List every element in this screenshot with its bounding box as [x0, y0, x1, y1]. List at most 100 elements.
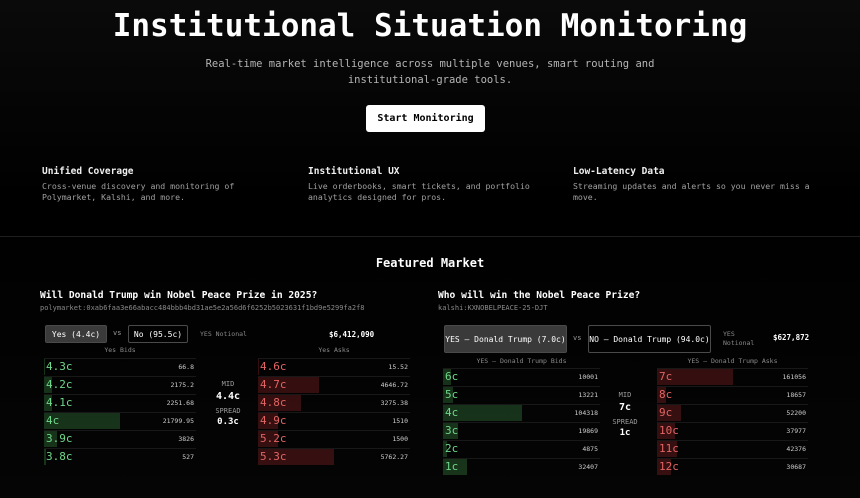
yes-toggle[interactable]: Yes (4.4c): [45, 325, 107, 343]
row-divider: [657, 458, 808, 459]
order-size: 104318: [574, 409, 598, 417]
feature-title: Low-Latency Data: [573, 166, 665, 177]
order-price: 4.6c: [260, 360, 287, 373]
order-price: 3.8c: [46, 450, 73, 463]
order-size: 52200: [786, 409, 806, 417]
order-size: 21799.95: [162, 417, 194, 425]
depth-bar: [443, 369, 451, 385]
order-size: 1510: [392, 417, 408, 425]
featured-heading: Featured Market: [375, 256, 485, 270]
depth-bar: [443, 423, 458, 439]
order-size: 19869: [578, 427, 598, 435]
row-divider: [258, 448, 410, 449]
row-divider: [443, 458, 600, 459]
order-price: 8c: [659, 388, 673, 401]
order-price: 7c: [659, 370, 673, 383]
depth-bar: [657, 369, 733, 385]
hero-subtitle: Real-time market intelligence across mul…: [205, 58, 655, 86]
order-price: 4.8c: [260, 396, 287, 409]
mid-value: 4.4c: [215, 391, 241, 402]
order-price: 9c: [659, 406, 673, 419]
row-divider: [657, 404, 808, 405]
feature-text: Cross-venue discovery and monitoring of …: [42, 181, 235, 202]
feature-text: Streaming updates and alerts so you neve…: [573, 181, 810, 202]
order-price: 6c: [445, 370, 459, 383]
row-divider: [44, 448, 196, 449]
spread-label: SPREAD: [612, 418, 638, 426]
order-size: 5762.27: [380, 453, 408, 461]
order-price: 4.2c: [46, 378, 73, 391]
row-divider: [443, 404, 600, 405]
mid-label: MID: [618, 391, 632, 399]
order-price: 10c: [659, 424, 679, 437]
notional-label: YES Notional: [723, 330, 755, 347]
order-price: 11c: [659, 442, 679, 455]
row-divider: [258, 376, 410, 377]
no-toggle[interactable]: NO — Donald Trump (94.0c): [588, 325, 711, 353]
spread-value: 1c: [619, 428, 631, 438]
notional-label: YES Notional: [200, 330, 247, 338]
divider: [0, 236, 860, 237]
row-divider: [258, 358, 410, 359]
depth-bar: [657, 405, 682, 421]
yes-toggle[interactable]: YES — Donald Trump (7.0c): [444, 325, 567, 353]
order-price: 5c: [445, 388, 459, 401]
mid-value: 7c: [618, 402, 632, 413]
row-divider: [657, 368, 808, 369]
asks-header: YES — Donald Trump Asks: [687, 357, 778, 365]
row-divider: [258, 430, 410, 431]
order-size: 3275.38: [380, 399, 408, 407]
depth-bar: [657, 441, 677, 457]
order-size: 10001: [578, 373, 598, 381]
row-divider: [443, 386, 600, 387]
row-divider: [443, 440, 600, 441]
depth-bar: [657, 423, 675, 439]
depth-bar: [258, 395, 302, 411]
depth-bar: [44, 413, 120, 429]
order-size: 66.8: [178, 363, 194, 371]
no-toggle[interactable]: No (95.5c): [128, 325, 188, 343]
start-button[interactable]: Start Monitoring: [366, 105, 485, 132]
row-divider: [44, 358, 196, 359]
order-size: 37977: [786, 427, 806, 435]
row-divider: [258, 394, 410, 395]
order-price: 3c: [445, 424, 459, 437]
depth-bar: [443, 459, 468, 475]
order-price: 4.9c: [260, 414, 287, 427]
depth-bar: [44, 377, 52, 393]
order-price: 4.3c: [46, 360, 73, 373]
feature-title: Institutional UX: [308, 166, 400, 177]
order-size: 2251.68: [166, 399, 194, 407]
row-divider: [443, 368, 600, 369]
row-divider: [657, 440, 808, 441]
market-id: polymarket:0xab6faa3e66abacc484bbb4bd31a…: [40, 304, 365, 312]
vs-label: vs: [113, 329, 122, 337]
order-size: 18657: [786, 391, 806, 399]
row-divider: [657, 422, 808, 423]
order-size: 161056: [782, 373, 806, 381]
row-divider: [44, 430, 196, 431]
order-size: 2175.2: [170, 381, 194, 389]
depth-bar: [258, 377, 320, 393]
depth-bar: [443, 441, 447, 457]
row-divider: [258, 412, 410, 413]
depth-bar: [657, 387, 666, 403]
order-price: 1c: [445, 460, 459, 473]
depth-bar: [443, 387, 453, 403]
market-id: kalshi:KXNOBELPEACE-25-DJT: [438, 304, 548, 312]
order-price: 5.2c: [260, 432, 287, 445]
order-price: 3.9c: [46, 432, 73, 445]
row-divider: [443, 422, 600, 423]
order-size: 15.52: [388, 363, 408, 371]
asks-header: Yes Asks: [318, 346, 350, 354]
row-divider: [44, 376, 196, 377]
order-size: 42376: [786, 445, 806, 453]
order-size: 527: [182, 453, 194, 461]
order-size: 4875: [582, 445, 598, 453]
spread-label: SPREAD: [215, 407, 241, 415]
bids-header: Yes Bids: [104, 346, 136, 354]
depth-bar: [44, 431, 58, 447]
hero-title: Institutional Situation Monitoring: [112, 8, 748, 44]
order-price: 2c: [445, 442, 459, 455]
